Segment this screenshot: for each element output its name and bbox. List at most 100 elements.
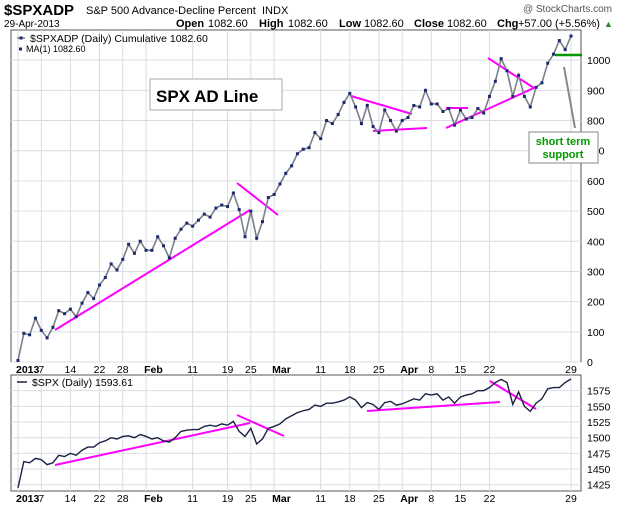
ad-line-point	[144, 248, 148, 252]
x-tick-label: 22	[94, 364, 106, 376]
ad-line-point	[202, 212, 206, 216]
ad-line-point	[57, 309, 61, 313]
support-callout-line2: support	[543, 149, 584, 161]
triangle-upper-line	[350, 95, 413, 115]
ad-line-point	[255, 236, 259, 240]
ad-line-point	[63, 312, 67, 316]
legend-ma-swatch	[19, 47, 22, 51]
x-tick-label: 2013	[16, 493, 40, 505]
ad-line-point	[429, 102, 433, 106]
ad-line-point	[505, 69, 509, 73]
x-tick-label: 22	[484, 493, 496, 505]
legend-marker-swatch	[19, 36, 23, 40]
bottom-y-axis: 1425 1450 1475 1500 1525 1550 1575	[587, 386, 611, 492]
ad-line-point	[266, 196, 270, 200]
ad-line-point	[138, 239, 142, 243]
ad-line-point	[121, 257, 125, 261]
y-tick-label: 1425	[587, 480, 611, 492]
x-tick-label: 7	[38, 364, 44, 376]
open-label: Open	[176, 18, 204, 30]
high-value: 1082.60	[288, 18, 328, 30]
x-tick-label: 11	[315, 493, 326, 505]
ad-line-point	[115, 268, 119, 272]
spx-series	[17, 378, 572, 489]
x-tick-label: 25	[245, 364, 257, 376]
ad-line-point	[179, 227, 183, 231]
ad-line-point	[552, 52, 556, 56]
header-date: 29-Apr-2013	[4, 19, 60, 30]
ad-line-point	[214, 206, 218, 210]
y-tick-label: 1475	[587, 448, 611, 460]
ad-line-point	[150, 248, 154, 252]
x-tick-label: 28	[117, 364, 129, 376]
x-tick-label: 2013	[16, 364, 40, 376]
y-tick-label: 400	[587, 236, 605, 248]
ad-line-point	[22, 331, 26, 335]
ad-line-point	[534, 85, 538, 89]
ad-line-point	[260, 220, 264, 224]
ad-line-point	[400, 119, 404, 123]
bottom-panel-grid	[11, 375, 581, 491]
ad-line-point	[45, 336, 49, 340]
ad-line-point	[540, 81, 544, 85]
ad-line-point	[528, 105, 532, 109]
ad-line-point	[39, 328, 43, 332]
header-symbol: $SPXADP	[4, 2, 74, 19]
high-label: High	[259, 18, 284, 30]
ad-line-point	[167, 256, 171, 260]
title-box-frame	[149, 78, 283, 111]
y-tick-label: 300	[587, 266, 605, 278]
ad-line-point	[156, 235, 160, 239]
x-tick-label: 19	[222, 364, 234, 376]
ad-line-point	[295, 152, 299, 156]
ad-line-point	[476, 106, 480, 110]
ad-line-point	[237, 208, 241, 212]
ad-line-point	[348, 91, 352, 95]
x-tick-label: 25	[245, 493, 257, 505]
ad-line-point	[359, 122, 363, 126]
ad-line-markers	[16, 34, 573, 362]
header-description: S&P 500 Advance-Decline Percent	[86, 5, 256, 17]
ad-line-point	[470, 116, 474, 120]
ad-line-point	[499, 57, 503, 61]
spx-uptrend-line	[54, 422, 251, 466]
x-tick-label: Mar	[272, 364, 291, 376]
x-tick-label: 25	[373, 493, 385, 505]
header-exchange: INDX	[262, 5, 289, 17]
ad-line-point	[109, 262, 113, 266]
ad-line-point	[377, 131, 381, 135]
x-tick-label: 7	[38, 493, 44, 505]
x-tick-label: 19	[222, 493, 234, 505]
bottom-x-axis: 2013 7 14 22 28 Feb 11 19 25 Mar 11 18 25 Apr 8 15 22 29	[16, 493, 577, 505]
bottom-legend: $SPX (Daily) 1593.61	[17, 377, 133, 389]
x-tick-label: 8	[428, 493, 434, 505]
x-tick-label: 29	[565, 364, 577, 376]
ad-line-point	[191, 224, 195, 228]
ad-line-point	[313, 131, 317, 135]
ad-line-point	[74, 315, 78, 319]
ad-line-point	[412, 103, 416, 107]
y-tick-label: 1500	[587, 433, 611, 445]
y-tick-label: 1575	[587, 386, 611, 398]
top-x-axis: 2013 7 14 22 28 Feb 11 19 25 Mar 11 18 25 Apr 8 15 22 29	[16, 364, 577, 376]
x-tick-label: 18	[344, 493, 356, 505]
ad-line-point	[231, 191, 235, 195]
ad-line-point	[127, 242, 131, 246]
ad-line-point	[132, 251, 136, 255]
ad-line-point	[394, 129, 398, 133]
top-y-axis: 01002003004005006007008009001000	[587, 55, 611, 369]
title-box-label: SPX AD Line	[156, 87, 258, 106]
x-tick-label: 28	[117, 493, 129, 505]
spx-legend-entry: $SPX (Daily) 1593.61	[32, 377, 133, 389]
low-value: 1082.60	[364, 18, 404, 30]
spx-rising-line	[366, 401, 501, 412]
apr-falling-line	[487, 57, 535, 89]
legend-entry-cumulative: $SPXADP (Daily) Cumulative 1082.60	[30, 33, 208, 45]
apr-rising-line	[445, 86, 537, 129]
ad-line-point	[453, 123, 457, 127]
x-tick-label: 11	[315, 364, 326, 376]
x-tick-label: 29	[565, 493, 577, 505]
y-tick-label: 500	[587, 206, 605, 218]
ad-line-point	[493, 79, 497, 83]
